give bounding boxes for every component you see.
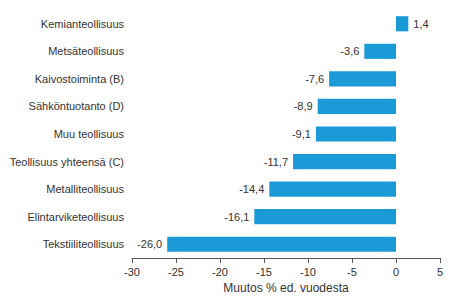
svg-text:Muutos % ed. vuodesta: Muutos % ed. vuodesta xyxy=(223,281,349,295)
svg-text:Kaivostoiminta (B): Kaivostoiminta (B) xyxy=(35,73,124,85)
svg-text:-26,0: -26,0 xyxy=(137,238,162,250)
svg-text:-10: -10 xyxy=(300,266,316,278)
svg-text:-7,6: -7,6 xyxy=(305,73,324,85)
svg-text:Metsäteollisuus: Metsäteollisuus xyxy=(48,45,124,57)
svg-text:-9,1: -9,1 xyxy=(292,128,311,140)
svg-text:-20: -20 xyxy=(212,266,228,278)
svg-text:Elintarviketeollisuus: Elintarviketeollisuus xyxy=(27,211,124,223)
svg-text:Metalliteollisuus: Metalliteollisuus xyxy=(46,183,124,195)
svg-text:-15: -15 xyxy=(256,266,272,278)
svg-text:-14,4: -14,4 xyxy=(239,183,264,195)
svg-text:Kemianteollisuus: Kemianteollisuus xyxy=(41,18,125,30)
svg-text:-3,6: -3,6 xyxy=(340,45,359,57)
svg-text:Teollisuus yhteensä (C): Teollisuus yhteensä (C) xyxy=(10,156,124,168)
svg-text:-5: -5 xyxy=(347,266,357,278)
svg-text:Sähköntuotanto (D): Sähköntuotanto (D) xyxy=(29,100,124,112)
svg-text:-30: -30 xyxy=(124,266,140,278)
svg-text:0: 0 xyxy=(393,266,399,278)
svg-text:Tekstiiliteollisuus: Tekstiiliteollisuus xyxy=(43,238,125,250)
svg-text:-8,9: -8,9 xyxy=(294,100,313,112)
svg-text:-11,7: -11,7 xyxy=(264,156,288,168)
svg-text:5: 5 xyxy=(437,266,443,278)
svg-text:Muu teollisuus: Muu teollisuus xyxy=(54,128,125,140)
svg-text:1,4: 1,4 xyxy=(413,18,428,30)
svg-text:-16,1: -16,1 xyxy=(224,211,249,223)
svg-text:-25: -25 xyxy=(168,266,184,278)
